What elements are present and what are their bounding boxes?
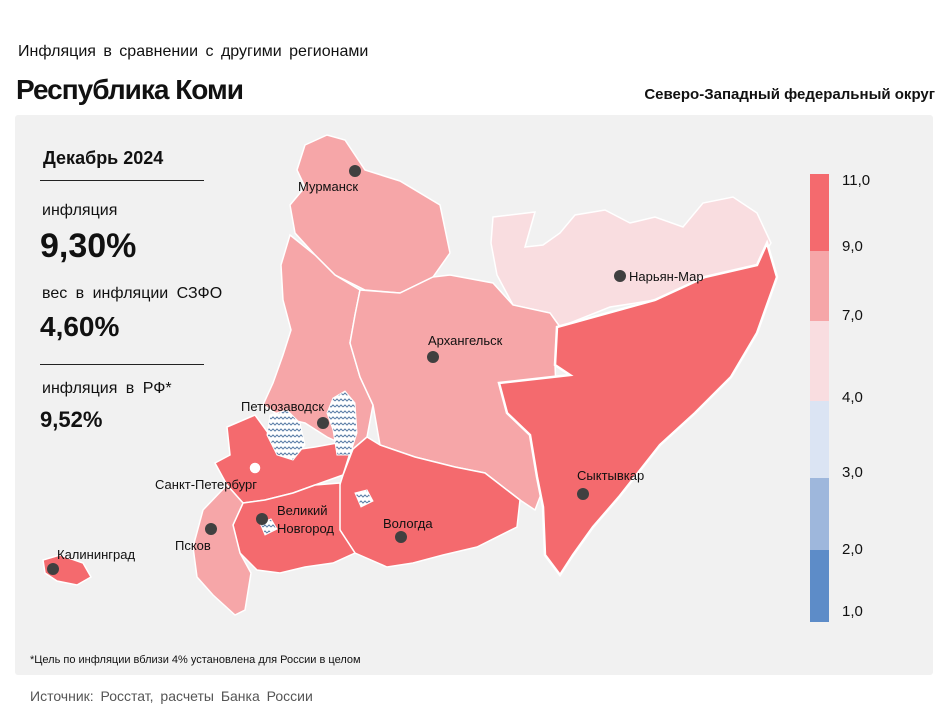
city-dot-kaliningrad: [47, 563, 59, 575]
legend-tick-11: 11,0: [842, 172, 871, 189]
city-dot-spb: [248, 461, 262, 475]
legend-tick-7: 7,0: [842, 307, 863, 324]
page-title: Республика Коми: [16, 74, 244, 105]
city-label-petrozavodsk: Петрозаводск: [241, 399, 324, 414]
region-komi: [497, 239, 779, 578]
city-label-pskov: Псков: [175, 538, 211, 553]
city-dot-murmansk: [349, 165, 361, 177]
lake-beloye: [354, 489, 374, 508]
city-label-vologda: Вологда: [383, 516, 433, 531]
region-kaliningrad: [42, 554, 93, 586]
lake-onega: [326, 390, 358, 456]
city-label-naryan-mar: Нарьян-Мар: [629, 269, 704, 284]
city-dot-vologda: [395, 531, 407, 543]
legend-band-4-7: [810, 321, 829, 401]
city-dot-petrozavodsk: [317, 417, 329, 429]
period-label: Декабрь 2024: [43, 148, 164, 168]
rf-inflation-label: инфляция в РФ*: [42, 380, 172, 397]
legend-tick-9: 9,0: [842, 238, 863, 255]
color-legend: [810, 174, 829, 622]
region-novgorod: [232, 482, 357, 574]
legend-band-7-9: [810, 251, 829, 321]
rf-inflation-value: 9,52%: [40, 407, 103, 432]
region-map: Мурманск Нарьян-Мар Архангельск Петрозав…: [42, 134, 829, 622]
legend-band-1-2: [810, 550, 829, 622]
footnote: *Цель по инфляции вблизи 4% установлена …: [30, 654, 361, 666]
inflation-label: инфляция: [42, 202, 118, 219]
city-label-novgorod-line1: Великий: [277, 503, 328, 518]
city-label-syktyvkar: Сыктывкар: [577, 468, 644, 483]
weight-value: 4,60%: [40, 311, 120, 342]
city-dot-syktyvkar: [577, 488, 589, 500]
city-label-spb: Санкт-Петербург: [155, 477, 257, 492]
city-dot-pskov: [205, 523, 217, 535]
legend-band-9-11: [810, 174, 829, 251]
legend-band-2-3: [810, 478, 829, 550]
lake-ladoga: [266, 409, 306, 461]
city-label-kaliningrad: Калининград: [57, 547, 135, 562]
region-pskov: [192, 483, 252, 616]
city-label-novgorod-line2: Новгород: [277, 521, 334, 536]
chart-subtitle: Инфляция в сравнении с другими регионами: [18, 43, 369, 60]
city-dot-novgorod: [256, 513, 268, 525]
city-dot-arkhangelsk: [427, 351, 439, 363]
district-label: Северо-Западный федеральный округ: [644, 86, 935, 103]
source-note: Источник: Росстат, расчеты Банка России: [30, 688, 313, 704]
legend-tick-4: 4,0: [842, 389, 863, 406]
legend-tick-3: 3,0: [842, 464, 863, 481]
city-label-arkhangelsk: Архангельск: [428, 333, 503, 348]
legend-band-3-4: [810, 401, 829, 478]
divider-bottom: [40, 364, 204, 365]
legend-tick-1: 1,0: [842, 603, 863, 620]
weight-label: вес в инфляции СЗФО: [42, 285, 223, 302]
inflation-value: 9,30%: [40, 227, 137, 265]
divider-top: [40, 180, 204, 181]
city-label-murmansk: Мурманск: [298, 179, 358, 194]
city-dot-naryan-mar: [614, 270, 626, 282]
legend-tick-2: 2,0: [842, 541, 863, 558]
